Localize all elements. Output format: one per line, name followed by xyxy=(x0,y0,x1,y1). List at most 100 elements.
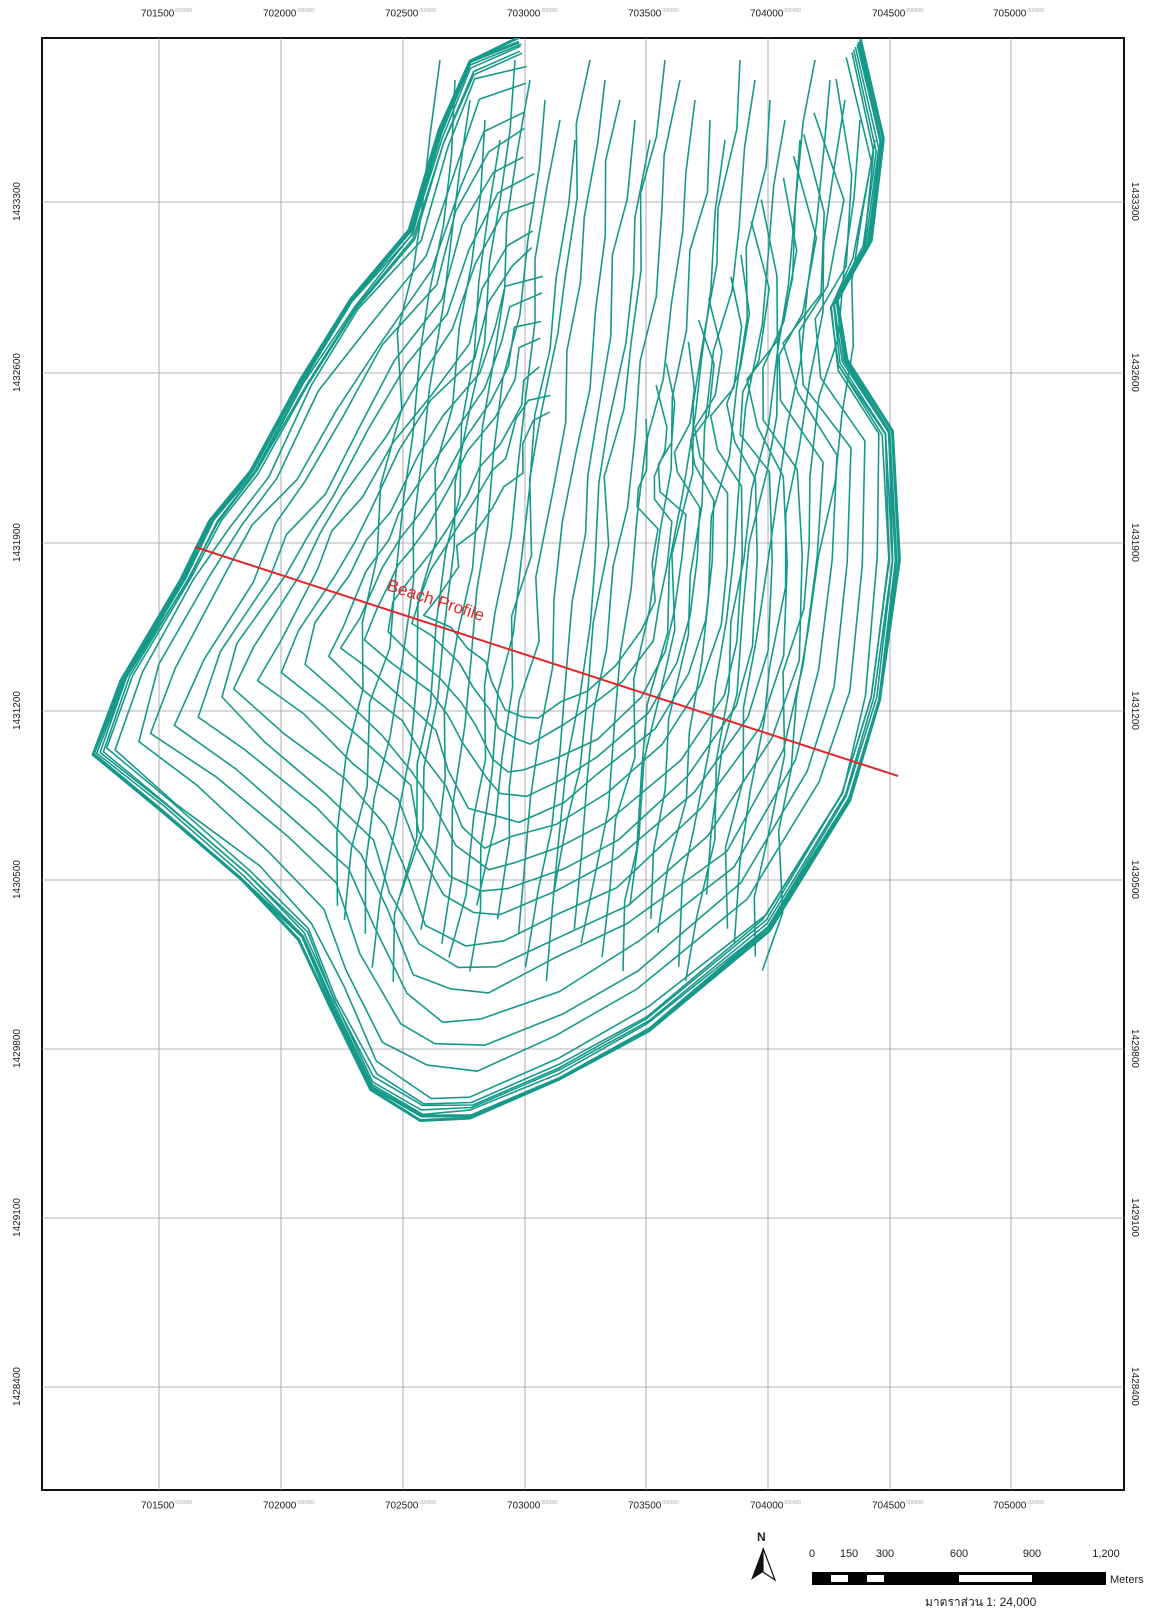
isobath-line xyxy=(657,99,771,934)
y-tick-label-left: 1429100 xyxy=(11,1198,23,1237)
graticule-grid xyxy=(42,38,1124,1490)
scale-label: 900 xyxy=(1022,1548,1042,1560)
depth-contour xyxy=(221,172,803,969)
shoreline-contour xyxy=(105,52,890,1105)
scale-ratio: มาตราส่วน 1: 24,000 xyxy=(925,1595,1037,1609)
isobath-line xyxy=(650,79,756,920)
isobath-line xyxy=(469,139,576,972)
shoreline-contour xyxy=(99,45,894,1111)
bathymetry-contours xyxy=(91,38,901,1122)
scale-label: 1,200 xyxy=(1092,1548,1120,1560)
y-tick-label-left: 1432600 xyxy=(11,353,23,392)
depth-contour xyxy=(173,127,838,1024)
depth-contour xyxy=(197,155,824,994)
x-tick-label-top: 702500000000 xyxy=(385,8,437,20)
y-tick-label-left: 1433300 xyxy=(11,182,23,221)
depth-contour xyxy=(149,111,852,1046)
isobath-line xyxy=(684,139,801,981)
x-tick-label-bottom: 703000000000 xyxy=(507,1500,559,1512)
y-tick-label-right: 1431900 xyxy=(1128,523,1140,562)
y-tick-label-right: 1433300 xyxy=(1128,182,1140,221)
y-tick-label-right: 1430500 xyxy=(1128,860,1140,899)
y-tick-label-right: 1432600 xyxy=(1128,353,1140,392)
x-tick-label-bottom: 702500000000 xyxy=(385,1500,437,1512)
x-tick-label-bottom: 704000000000 xyxy=(750,1500,802,1512)
north-arrow-icon xyxy=(751,1547,777,1582)
beach-profile-line xyxy=(194,546,899,777)
shoreline-contour xyxy=(91,38,901,1122)
shoreline-contour xyxy=(102,49,890,1107)
depth-contour xyxy=(114,57,880,1100)
depth-contour xyxy=(256,221,773,916)
depth-contour xyxy=(411,385,673,745)
depth-contour xyxy=(339,319,715,824)
isobath-line xyxy=(399,59,516,896)
isobath-line xyxy=(420,79,531,930)
isobath-line xyxy=(343,79,456,920)
y-tick-label-left: 1429800 xyxy=(11,1029,23,1068)
scale-label: 600 xyxy=(949,1548,969,1560)
isobath-line xyxy=(517,99,621,934)
depth-contour xyxy=(232,199,788,947)
depth-contour xyxy=(138,78,866,1072)
scale-unit: Meters xyxy=(1110,1574,1144,1586)
depth-contour xyxy=(328,292,729,849)
depth-contour xyxy=(363,337,701,798)
x-tick-label-top: 703500000000 xyxy=(628,8,680,20)
y-tick-label-left: 1430500 xyxy=(11,860,23,899)
y-tick-label-left: 1431900 xyxy=(11,523,23,562)
x-tick-label-top: 701500000000 xyxy=(141,8,193,20)
beach-profile-label: Beach Profile xyxy=(385,576,487,625)
isobath-line xyxy=(371,119,486,968)
isobath-line xyxy=(441,99,546,944)
x-tick-label-top: 702000000000 xyxy=(263,8,315,20)
isobath-line xyxy=(545,139,651,982)
isobath-line xyxy=(552,59,666,896)
depth-contour xyxy=(304,275,743,871)
isobath-line xyxy=(629,59,741,906)
map-frame xyxy=(41,37,1125,1491)
shoreline-contour xyxy=(95,43,894,1116)
depth-contour xyxy=(387,363,687,773)
scale-bar xyxy=(812,1572,1106,1585)
x-tick-label-bottom: 704500000000 xyxy=(872,1500,924,1512)
isobath-line xyxy=(677,119,786,967)
scale-label: 300 xyxy=(875,1548,895,1560)
isobath-line xyxy=(392,139,501,982)
isobath-line xyxy=(364,99,471,934)
y-tick-label-right: 1428400 xyxy=(1128,1367,1140,1406)
scale-label: 150 xyxy=(839,1548,859,1560)
y-tick-label-right: 1429800 xyxy=(1128,1029,1140,1068)
isobath-line xyxy=(753,119,861,957)
y-tick-label-left: 1428400 xyxy=(11,1367,23,1406)
isobath-line xyxy=(580,99,696,944)
scale-label: 0 xyxy=(808,1548,816,1560)
x-tick-label-bottom: 703500000000 xyxy=(628,1500,680,1512)
x-tick-label-bottom: 702000000000 xyxy=(263,1500,315,1512)
depth-contour xyxy=(280,247,758,892)
shoreline-contour xyxy=(91,40,898,1118)
x-tick-label-top: 703000000000 xyxy=(507,8,559,20)
isobath-line xyxy=(761,139,876,971)
y-tick-label-right: 1429100 xyxy=(1128,1198,1140,1237)
north-label: N xyxy=(757,1530,766,1544)
isobath-line xyxy=(573,79,681,930)
isobath-line xyxy=(336,59,441,906)
y-tick-label-right: 1431200 xyxy=(1128,691,1140,730)
isobath-line xyxy=(475,59,591,906)
depth-contour xyxy=(422,411,659,719)
x-tick-label-top: 704500000000 xyxy=(872,8,924,20)
x-tick-label-bottom: 705000000000 xyxy=(993,1500,1045,1512)
isobath-line xyxy=(601,119,711,958)
x-tick-label-bottom: 701500000000 xyxy=(141,1500,193,1512)
isobath-line xyxy=(724,79,831,929)
y-tick-label-left: 1431200 xyxy=(11,691,23,730)
isobath-line xyxy=(496,79,606,920)
x-tick-label-top: 705000000000 xyxy=(993,8,1045,20)
isobath-line xyxy=(524,119,636,968)
isobath-line xyxy=(733,99,846,943)
isobath-line xyxy=(705,59,816,895)
x-tick-label-top: 704000000000 xyxy=(750,8,802,20)
isobath-line xyxy=(448,119,561,958)
